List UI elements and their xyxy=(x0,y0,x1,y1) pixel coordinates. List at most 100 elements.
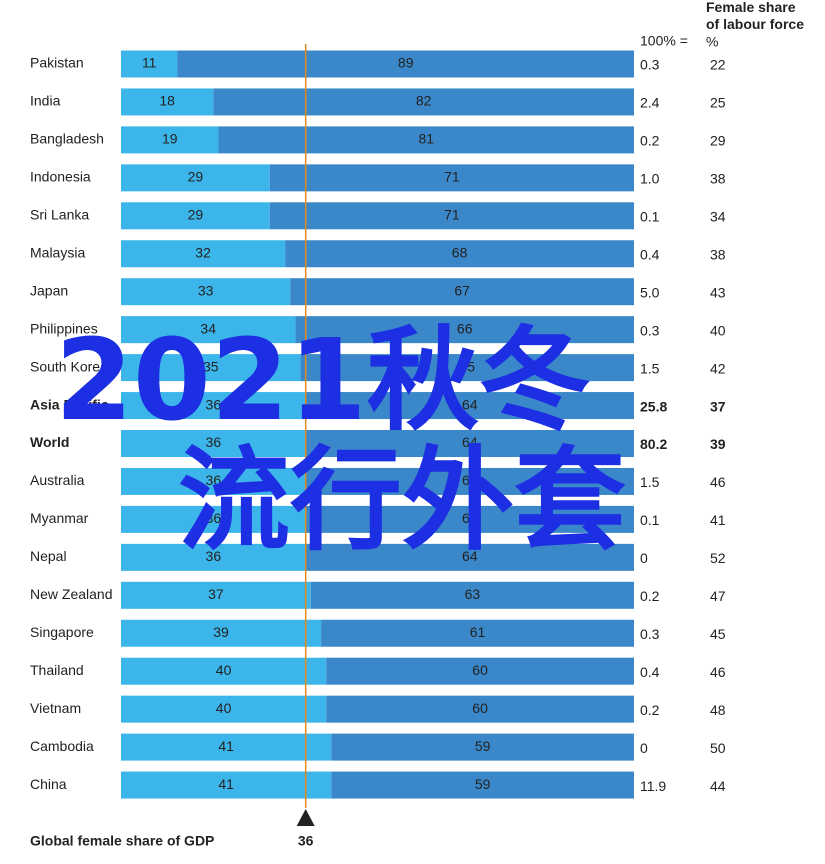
bar-label: 64 xyxy=(462,472,478,488)
labour-share: 34 xyxy=(710,209,726,225)
reference-label: Global female share of GDP xyxy=(30,833,214,849)
labour-share: 39 xyxy=(710,436,726,452)
bar-label: 71 xyxy=(444,169,460,185)
bar-label: 40 xyxy=(216,700,232,716)
bar-segment xyxy=(177,50,634,78)
bar-label: 89 xyxy=(398,55,414,71)
category-label: Australia xyxy=(30,472,85,488)
bar-label: 64 xyxy=(462,434,478,450)
category-label: Thailand xyxy=(30,662,84,678)
bar-label: 36 xyxy=(206,472,222,488)
bar-label: 39 xyxy=(213,624,229,640)
category-label: Asia Pacific xyxy=(30,396,109,412)
labour-share: 42 xyxy=(710,360,726,376)
category-label: Singapore xyxy=(30,624,94,640)
bar-segment xyxy=(269,202,634,230)
bar-label: 35 xyxy=(203,358,219,374)
bar-label: 36 xyxy=(206,548,222,564)
labour-header: Female share of labour force xyxy=(706,0,804,32)
overlay-text: 流行外套 xyxy=(178,436,626,566)
category-label: Bangladesh xyxy=(30,131,104,147)
category-label: Malaysia xyxy=(30,244,85,260)
bar-segment xyxy=(305,505,634,533)
bar-segment xyxy=(121,88,214,116)
bar-segment xyxy=(305,467,634,495)
category-label: World xyxy=(30,434,69,450)
bar-segment xyxy=(121,695,327,723)
bar-segment xyxy=(121,354,301,382)
category-label: Japan xyxy=(30,282,68,298)
labour-share: 48 xyxy=(710,702,726,718)
labour-share: 25 xyxy=(710,95,726,111)
category-label: Sri Lanka xyxy=(30,207,89,223)
bar-segment xyxy=(121,278,291,306)
bar-segment xyxy=(121,50,178,78)
bar-segment xyxy=(121,240,286,268)
total-label: 0.4 xyxy=(640,664,660,680)
bar-label: 40 xyxy=(216,662,232,678)
total-label: 0.2 xyxy=(640,588,660,604)
total-label: 2.4 xyxy=(640,95,660,111)
bar-segment xyxy=(269,164,634,192)
total-label: 11.9 xyxy=(640,778,666,794)
bar-label: 41 xyxy=(218,776,234,792)
category-label: Myanmar xyxy=(30,510,89,526)
total-label: 0.3 xyxy=(640,57,660,73)
total-label: 5.0 xyxy=(640,284,660,300)
bar-segment xyxy=(218,126,634,154)
bar-label: 36 xyxy=(206,434,222,450)
total-label: 0.3 xyxy=(640,626,660,642)
bar-label: 36 xyxy=(206,510,222,526)
bar-label: 64 xyxy=(462,510,478,526)
category-label: Pakistan xyxy=(30,55,84,71)
bar-segment xyxy=(213,88,634,116)
total-label: 0.2 xyxy=(640,702,660,718)
category-label: Vietnam xyxy=(30,700,81,716)
bar-label: 65 xyxy=(459,358,475,374)
labour-share: 22 xyxy=(710,57,726,73)
labour-share: 38 xyxy=(710,246,726,262)
total-label: 0.1 xyxy=(640,512,660,528)
total-label: 1.5 xyxy=(640,474,660,490)
bar-segment xyxy=(121,657,327,685)
bar-segment xyxy=(121,581,311,609)
bar-label: 60 xyxy=(472,662,488,678)
bar-label: 18 xyxy=(159,93,175,109)
reference-marker xyxy=(296,809,315,826)
total-label: 0.1 xyxy=(640,209,660,225)
bar-label: 66 xyxy=(457,320,473,336)
bar-label: 29 xyxy=(188,169,204,185)
bar-label: 81 xyxy=(418,131,434,147)
bar-segment xyxy=(121,202,270,230)
bar-segment xyxy=(321,619,634,647)
bar-label: 63 xyxy=(465,586,481,602)
bar-segment xyxy=(121,467,306,495)
labour-share: 44 xyxy=(710,778,726,794)
bar-segment xyxy=(121,430,306,457)
total-label: 0.4 xyxy=(640,246,660,262)
labour-share: 52 xyxy=(710,550,726,566)
total-label: 1.0 xyxy=(640,171,660,187)
labour-share: 38 xyxy=(710,171,726,187)
category-label: India xyxy=(30,93,61,109)
bar-segment xyxy=(121,316,296,344)
bar-label: 59 xyxy=(475,776,491,792)
category-label: Philippines xyxy=(30,320,98,336)
category-label: Nepal xyxy=(30,548,67,564)
overlay-text: 2021秋冬 xyxy=(55,316,591,446)
labour-share: 41 xyxy=(710,512,726,528)
total-label: 0 xyxy=(640,740,648,756)
bar-segment xyxy=(326,695,634,723)
bar-segment xyxy=(121,164,270,192)
total-label: 25.8 xyxy=(640,398,667,414)
total-label: 0.2 xyxy=(640,133,660,149)
bar-label: 41 xyxy=(218,738,234,754)
category-label: China xyxy=(30,776,67,792)
bar-label: 29 xyxy=(188,207,204,223)
bar-segment xyxy=(305,543,634,571)
bar-label: 19 xyxy=(162,131,178,147)
bar-label: 64 xyxy=(462,548,478,564)
bar-segment xyxy=(305,430,634,457)
bar-label: 67 xyxy=(454,282,470,298)
